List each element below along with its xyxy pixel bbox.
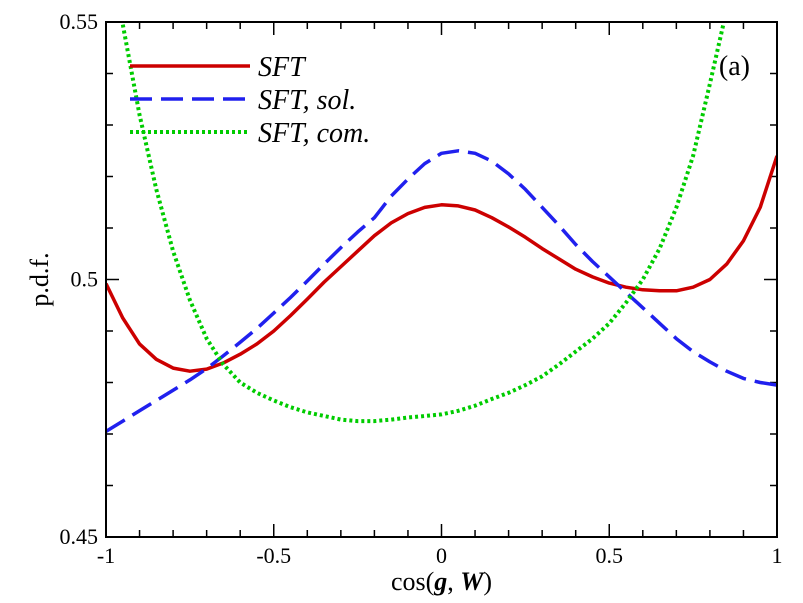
legend-label-2: SFT, sol. [258,85,356,116]
x-tick-label: 1 [772,543,783,568]
x-axis-label: cos(g, W) [391,567,492,596]
axis-ticks-layer [105,21,778,538]
series-layer [106,24,777,433]
legend-label-1: SFT [258,52,307,83]
x-tick-label: -0.5 [256,543,291,568]
y-tick-label: 0.5 [71,267,99,292]
series-line-2 [106,149,777,433]
x-tick-label: 0.5 [596,543,624,568]
series-line-3 [120,24,726,424]
series-line-1 [106,155,777,373]
y-tick-label: 0.55 [60,9,99,34]
panel-label: (a) [719,51,750,82]
tick-labels: -1 -0.5 0 0.5 1 0.45 0.5 0.55 [60,9,783,568]
y-tick-label: 0.45 [60,524,99,549]
x-tick-label: -1 [97,543,115,568]
x-tick-label: 0 [436,543,447,568]
legend-label-3: SFT, com. [258,118,370,149]
y-axis-label: p.d.f. [25,252,54,306]
plot-frame [105,21,778,538]
